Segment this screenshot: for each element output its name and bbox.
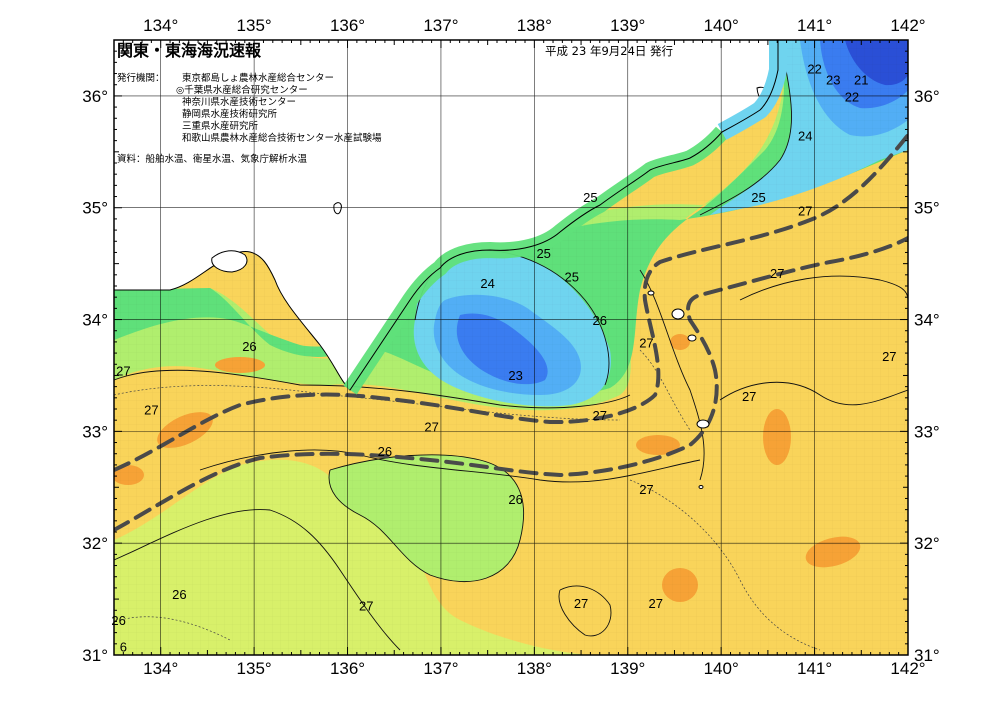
lat-label-left: 35° [82,199,108,218]
contour-label: 25 [536,246,550,261]
lat-label-left: 36° [82,87,108,106]
lat-labels-left: 36° 35° 34° 33° 32° 31° [82,87,108,665]
contour-label: 26 [378,444,392,459]
lat-label-right: 34° [914,311,940,330]
contour-label: 26 [111,613,125,628]
lon-label-bottom: 141° [797,659,832,678]
issuer-5: 三重県水産研究所 [182,120,259,132]
contour-label: 27 [649,596,663,611]
kuroshio-axes [114,133,908,532]
isotherms [114,40,908,651]
issuer-2: ◎千葉県水産総合研究センター [176,84,308,96]
issue-date: 平成 23 年9月24日 発行 [545,44,673,58]
contour-label: 25 [583,190,597,205]
axis-ticks [114,39,909,655]
contour-label: 26 [508,492,522,507]
lon-label-bottom: 136° [330,659,365,678]
lat-label-right: 31° [914,646,940,665]
contour-label: 26 [593,313,607,328]
contour-label: 25 [564,270,578,285]
contour-label: 27 [770,266,784,281]
contour-label: 22 [845,90,859,105]
lon-label-top: 140° [704,16,739,35]
lat-label-right: 33° [914,422,940,441]
map-frame [113,39,909,656]
contour-label: 27 [639,482,653,497]
sst-field [114,40,908,655]
lat-label-left: 31° [82,646,108,665]
lon-label-bottom: 135° [237,659,272,678]
contour-label: 27 [359,598,373,613]
data-sources: 資料：船舶水温、衛星水温、気象庁解析水温 [117,153,308,165]
lon-label-top: 136° [330,16,365,35]
contour-label: 27 [639,336,653,351]
contour-label: 27 [574,596,588,611]
lon-label-top: 135° [237,16,272,35]
lat-label-right: 36° [914,87,940,106]
issuer-4: 静岡県水産技術研究所 [182,108,278,120]
lon-label-top: 142° [890,16,925,35]
contour-label: 25 [751,190,765,205]
issuer-6: 和歌山県農林水産総合技術センター水産試験場 [182,132,382,144]
contour-label: 26 [172,587,186,602]
contour-label: 27 [742,389,756,404]
lon-label-bottom: 139° [610,659,645,678]
lat-label-left: 34° [82,311,108,330]
lat-label-right: 32° [914,534,940,553]
contour-label: 26 [242,339,256,354]
lon-label-top: 134° [143,16,178,35]
contour-label: 27 [798,204,812,219]
issuer-label: 発行機関： [117,72,165,84]
contour-label: 6 [120,640,127,655]
lon-label-top: 139° [610,16,645,35]
lat-label-right: 35° [914,199,940,218]
lon-label-bottom: 138° [517,659,552,678]
coastline [349,40,779,391]
contour-label: 27 [144,403,158,418]
lon-label-bottom: 134° [143,659,178,678]
header: 関東・東海海況速報 平成 23 年9月24日 発行 発行機関： 東京都島しょ農林… [117,41,673,165]
contour-label: 24 [798,129,812,144]
lon-label-top: 141° [797,16,832,35]
lat-labels-right: 36° 35° 34° 33° 32° 31° [914,87,940,665]
lon-labels-top: 134° 135° 136° 137° 138° 139° 140° 141° 142° [143,16,925,35]
graticule [114,40,908,655]
lat-label-left: 32° [82,534,108,553]
contour-label: 23 [508,368,522,383]
issuer-1: 東京都島しょ農林水産総合センター [182,72,334,84]
issuer-3: 神奈川県水産技術センター [182,96,296,108]
contour-label: 27 [882,349,896,364]
contour-label: 27 [593,408,607,423]
contour-label: 24 [480,276,494,291]
contour-label: 27 [116,363,130,378]
lon-labels-bottom: 134° 135° 136° 137° 138° 139° 140° 141° 142° [143,659,925,678]
lon-label-bottom: 142° [890,659,925,678]
contour-labels: 22 23 21 22 24 25 27 25 25 25 24 26 27 27 23 26 27 27 27 27… [111,62,896,655]
contour-label: 22 [807,62,821,77]
lon-label-top: 138° [517,16,552,35]
lon-label-bottom: 137° [423,659,458,678]
contour-label: 21 [854,73,868,88]
contour-label: 23 [826,73,840,88]
map-title: 関東・東海海況速報 [117,41,262,60]
lat-label-left: 33° [82,422,108,441]
contour-label: 27 [424,419,438,434]
lon-label-bottom: 140° [704,659,739,678]
lon-label-top: 137° [423,16,458,35]
